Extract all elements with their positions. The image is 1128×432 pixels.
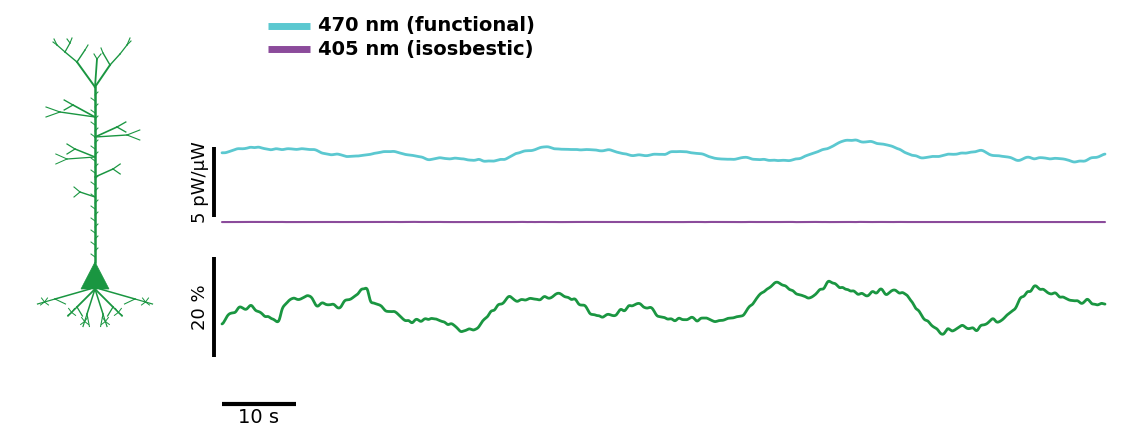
Polygon shape	[81, 262, 109, 289]
Text: 405 nm (isosbestic): 405 nm (isosbestic)	[318, 39, 534, 58]
Text: 20 %: 20 %	[191, 284, 209, 330]
Text: 470 nm (functional): 470 nm (functional)	[318, 16, 535, 35]
Text: 10 s: 10 s	[238, 408, 280, 427]
Text: 5 pW/μW: 5 pW/μW	[191, 141, 209, 223]
